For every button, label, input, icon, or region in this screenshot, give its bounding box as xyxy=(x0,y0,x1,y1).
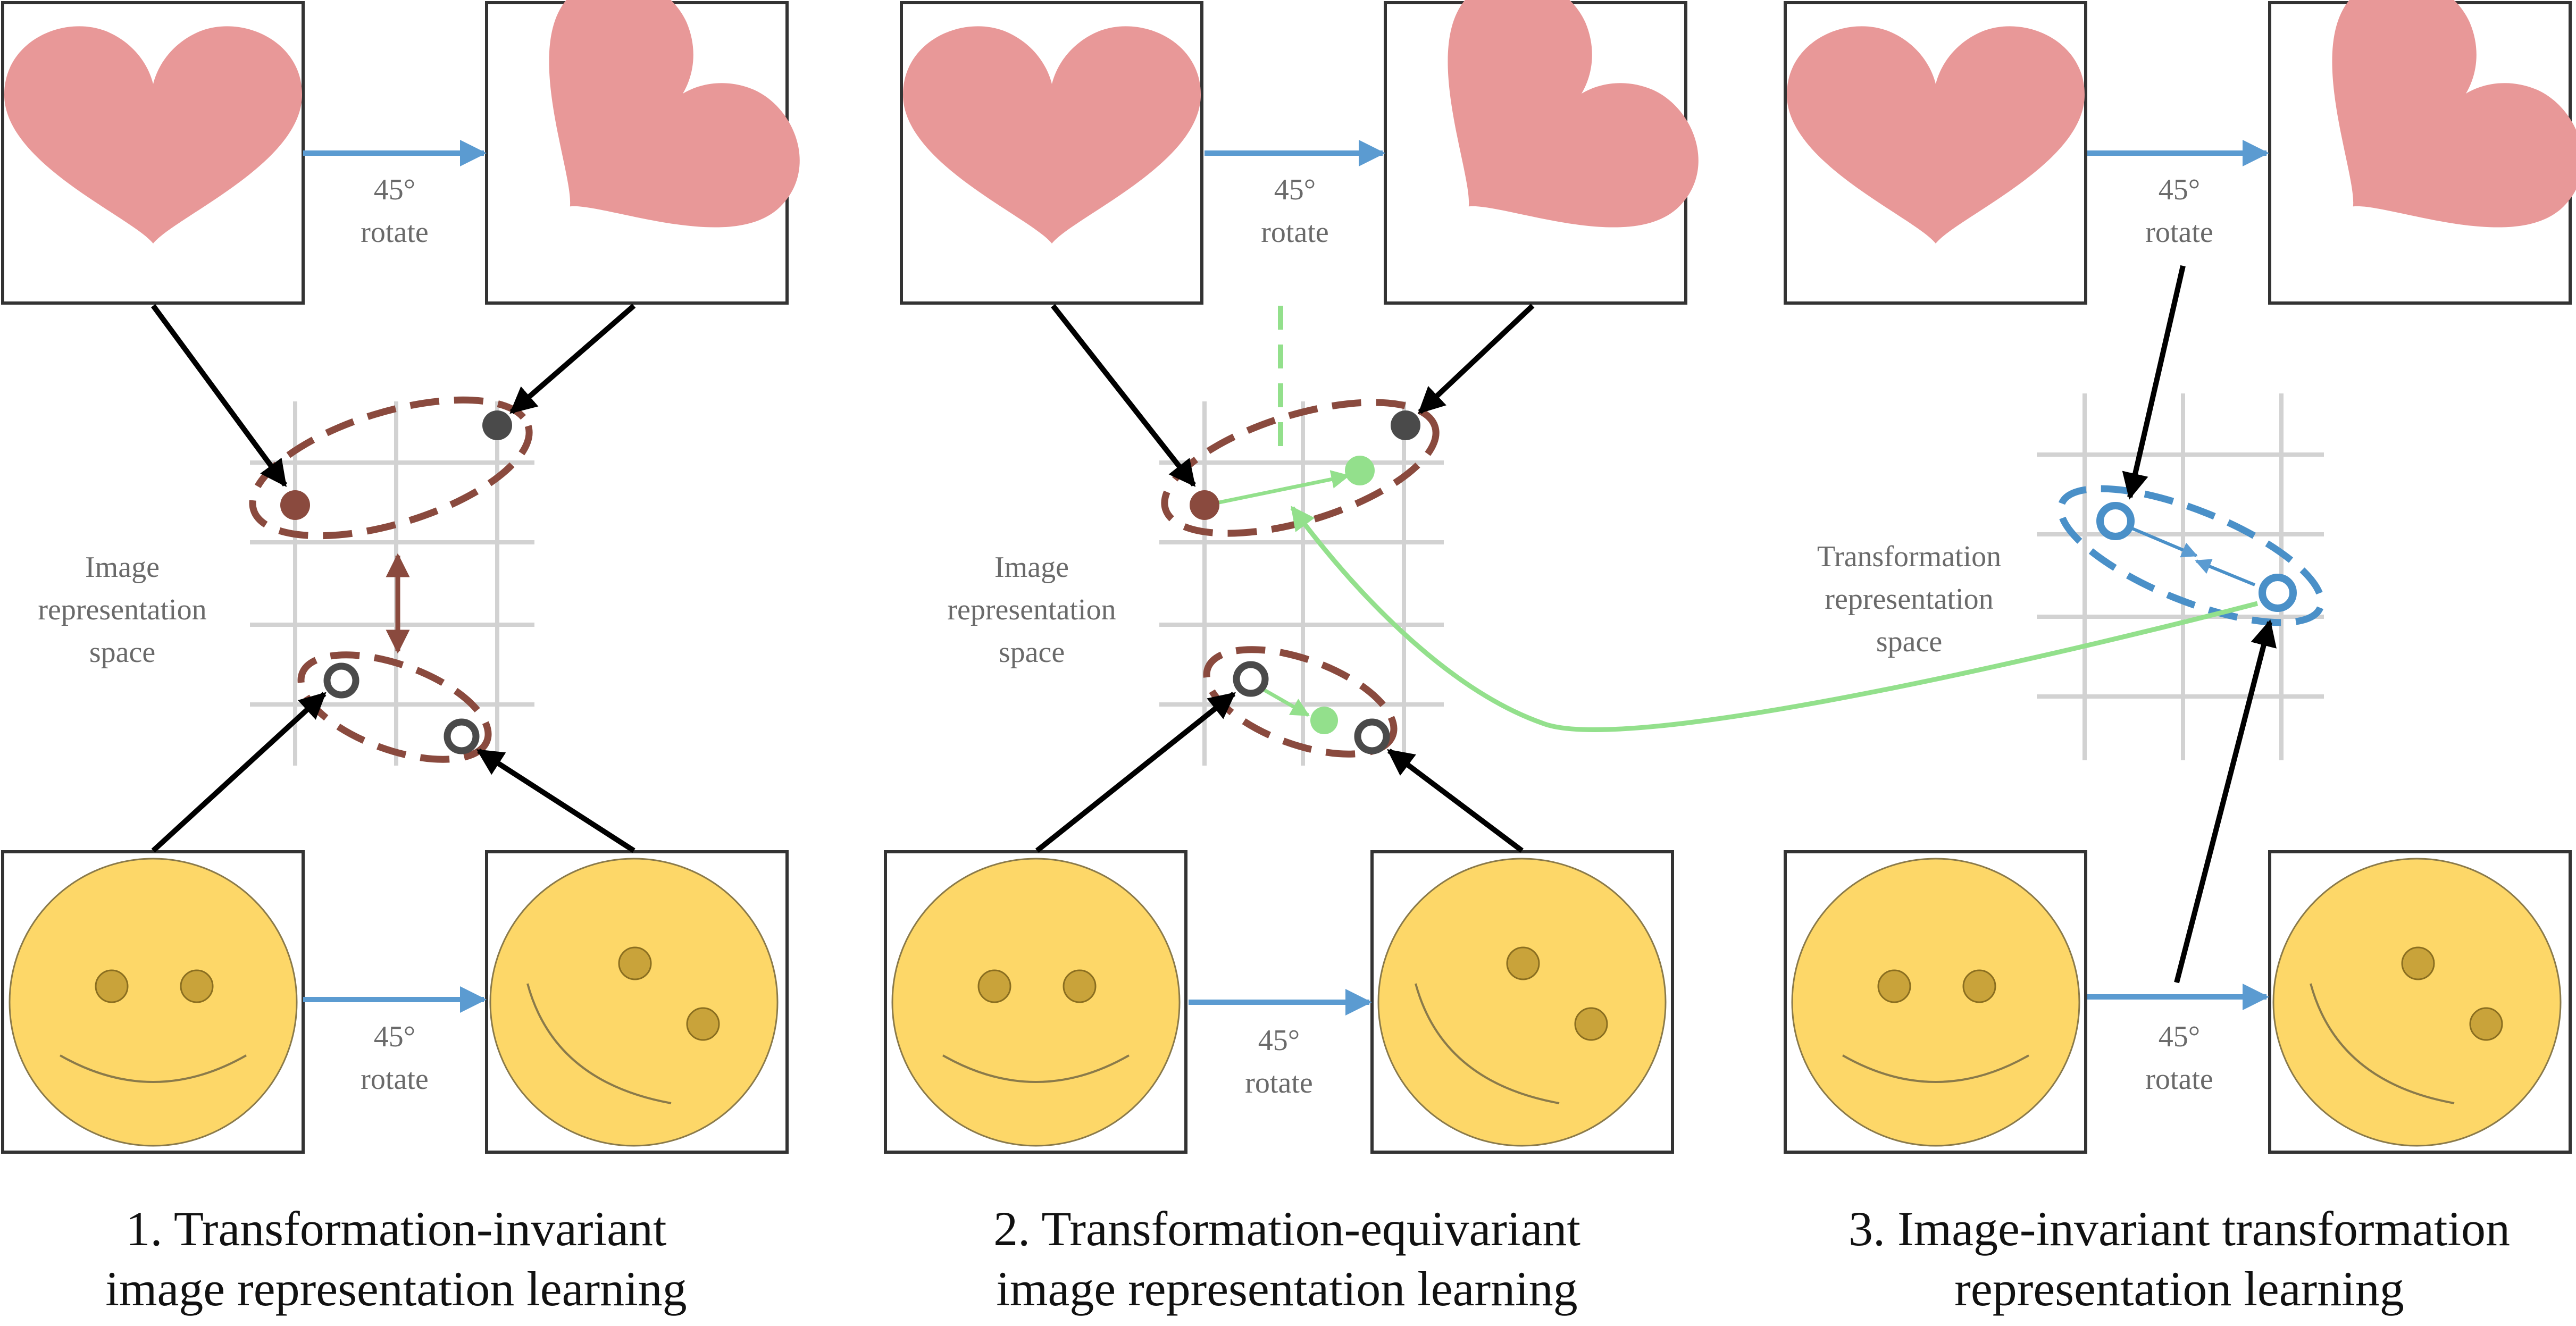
encode-arrow xyxy=(1051,304,1196,487)
smiley-rotated xyxy=(489,858,779,1147)
panel-caption: 3. Image-invariant transformation xyxy=(1849,1202,2510,1256)
smiley-embedding-point xyxy=(323,662,359,699)
heart-transformation-point xyxy=(2096,502,2135,540)
encode-arrow xyxy=(1035,692,1236,853)
space-label: space xyxy=(1876,625,1942,658)
rotate-angle-label: 45° xyxy=(374,1020,415,1053)
smiley-rotated-embedding-point xyxy=(444,718,480,754)
rotate-word-label: rotate xyxy=(1245,1067,1312,1100)
panel-2: 45° rotate 45° rotate Image representati… xyxy=(884,0,1728,1316)
encode-arrow xyxy=(509,304,636,414)
heart-embedding-point xyxy=(1190,490,1219,520)
space-label: Transformation xyxy=(1817,540,2001,573)
encode-arrow xyxy=(2122,265,2186,500)
heart-rotated-embedding-point xyxy=(1391,410,1420,440)
equivariant-group-bottom xyxy=(1203,646,1398,758)
encode-arrow xyxy=(476,748,635,853)
transformed-embedding-point xyxy=(1310,707,1338,734)
equivariant-group-top xyxy=(1161,399,1440,537)
space-label: space xyxy=(89,636,155,669)
smiley-original xyxy=(9,858,298,1147)
space-label: representation xyxy=(947,593,1116,626)
rotate-angle-label: 45° xyxy=(1258,1024,1300,1057)
space-label: space xyxy=(999,636,1065,669)
space-label: Image xyxy=(994,551,1069,584)
smiley-rotated xyxy=(2272,858,2562,1147)
panel-caption: representation learning xyxy=(1954,1262,2404,1316)
equivariant-shift-arrow xyxy=(1206,470,1350,507)
panel-caption: 1. Transformation-invariant xyxy=(126,1202,667,1256)
smiley-transformation-point xyxy=(2259,574,2297,612)
encode-arrow xyxy=(2174,619,2277,984)
transformation-group xyxy=(2057,485,2325,626)
space-label: Image xyxy=(85,551,160,584)
panel-3: 45° rotate 45° rotate Transformation rep… xyxy=(1784,0,2576,1316)
equivariance-link-curve xyxy=(1290,506,2259,732)
invariant-group-top xyxy=(249,396,533,540)
smiley-original xyxy=(1791,858,2080,1147)
panel-caption: 2. Transformation-equivariant xyxy=(993,1202,1580,1256)
transformed-embedding-point xyxy=(1345,456,1375,485)
heart-rotated-embedding-point xyxy=(482,410,512,440)
smiley-original xyxy=(891,858,1181,1147)
invariant-group-bottom xyxy=(297,651,492,763)
smiley-rotated xyxy=(1377,858,1667,1147)
smiley-embedding-point xyxy=(1233,661,1269,697)
panel-caption: image representation learning xyxy=(996,1262,1577,1316)
transformation-pair-arrow xyxy=(2195,559,2256,586)
rotate-word-label: rotate xyxy=(361,1063,428,1096)
rotate-angle-label: 45° xyxy=(2159,1020,2200,1053)
space-label: representation xyxy=(1825,583,1993,616)
panel-1: 45° rotate 45° rotate Image representati… xyxy=(1,0,829,1316)
encode-arrow xyxy=(150,304,288,488)
encode-arrow xyxy=(151,692,327,853)
panel-caption: image representation learning xyxy=(105,1262,687,1316)
rotate-angle-label: 45° xyxy=(2159,173,2200,206)
rotate-word-label: rotate xyxy=(361,216,428,249)
rotate-angle-label: 45° xyxy=(1274,173,1316,206)
transformation-pair-arrow xyxy=(2126,525,2198,558)
rotate-word-label: rotate xyxy=(2145,216,2213,249)
encode-arrow xyxy=(1387,749,1524,853)
smiley-rotated-embedding-point xyxy=(1354,718,1390,754)
rotate-word-label: rotate xyxy=(2145,1063,2213,1096)
heart-embedding-point xyxy=(280,490,310,520)
rotate-word-label: rotate xyxy=(1261,216,1328,249)
rotate-angle-label: 45° xyxy=(374,173,415,206)
space-label: representation xyxy=(38,593,206,626)
encode-arrow xyxy=(1418,304,1535,414)
